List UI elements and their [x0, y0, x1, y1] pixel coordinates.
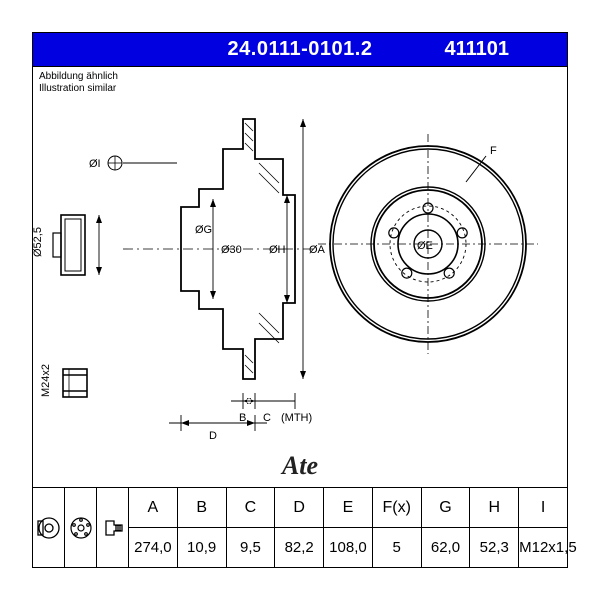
svg-text:(MTH): (MTH) — [281, 412, 312, 424]
col-C: C — [226, 488, 275, 528]
val-H: 52,3 — [470, 528, 519, 568]
svg-text:C: C — [263, 412, 271, 424]
drawing-area: F ØE — [33, 69, 567, 485]
svg-text:Ø30: Ø30 — [221, 244, 242, 256]
val-A: 274,0 — [129, 528, 178, 568]
val-F: 5 — [372, 528, 421, 568]
table-header-row: A B C D E F(x) G H I — [33, 488, 568, 528]
col-D: D — [275, 488, 324, 528]
val-B: 10,9 — [177, 528, 226, 568]
col-B: B — [177, 488, 226, 528]
icon-bolt-pattern — [65, 488, 97, 568]
svg-text:ØH: ØH — [269, 244, 286, 256]
col-G: G — [421, 488, 470, 528]
col-F: F(x) — [372, 488, 421, 528]
title-bar: 24.0111-0101.2 411101 — [33, 33, 567, 67]
spec-table: A B C D E F(x) G H I 274,0 10,9 9,5 82,2… — [32, 487, 568, 568]
side-view: ØA ØH ØG Ø30 ØI — [33, 69, 569, 489]
svg-text:D: D — [209, 430, 217, 442]
val-I: M12x1,5 — [519, 528, 568, 568]
svg-text:ØA: ØA — [309, 244, 326, 256]
col-E: E — [324, 488, 373, 528]
col-H: H — [470, 488, 519, 528]
svg-text:B: B — [239, 412, 246, 424]
svg-text:ØG: ØG — [195, 224, 212, 236]
val-E: 108,0 — [324, 528, 373, 568]
brand-logo: Ate — [282, 451, 318, 481]
val-C: 9,5 — [226, 528, 275, 568]
svg-text:ØI: ØI — [89, 158, 101, 170]
col-I: I — [519, 488, 568, 528]
alt-number: 411101 — [444, 38, 509, 61]
val-D: 82,2 — [275, 528, 324, 568]
icon-bolt — [97, 488, 129, 568]
svg-text:Ø52,5: Ø52,5 — [33, 227, 44, 257]
svg-text:M24x2: M24x2 — [40, 364, 52, 397]
icon-disc — [33, 488, 65, 568]
val-G: 62,0 — [421, 528, 470, 568]
col-A: A — [129, 488, 178, 528]
